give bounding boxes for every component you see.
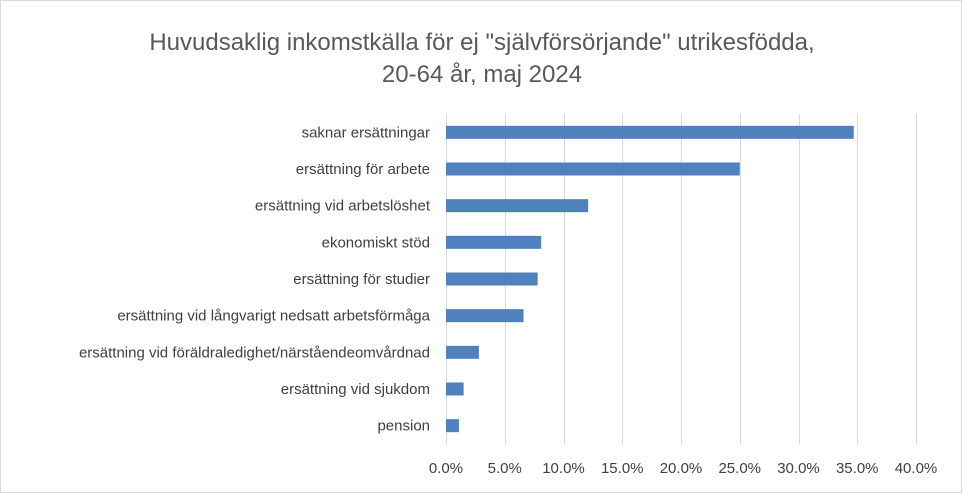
x-tick-label-4: 20.0% [660, 460, 703, 477]
category-label-1: ersättning för arbete [296, 161, 430, 178]
category-label-0: saknar ersättningar [302, 124, 430, 141]
category-label-8: pension [377, 418, 430, 435]
bar-6 [446, 345, 479, 359]
bar-3 [446, 235, 542, 249]
category-label-4: ersättning för studier [293, 271, 430, 288]
category-label-7: ersättning vid sjukdom [281, 381, 430, 398]
category-label-5: ersättning vid långvarigt nedsatt arbets… [117, 308, 430, 325]
category-label-2: ersättning vid arbetslöshet [255, 198, 431, 215]
x-tick-label-5: 25.0% [718, 460, 761, 477]
x-tick-label-2: 10.0% [542, 460, 585, 477]
x-tick-label-0: 0.0% [429, 460, 463, 477]
chart-title: Huvudsaklig inkomstkälla för ej "självfö… [149, 29, 814, 88]
category-axis-labels: saknar ersättningar ersättning för arbete… [79, 124, 431, 434]
chart-title-line-1: Huvudsaklig inkomstkälla för ej "självfö… [149, 29, 814, 56]
bar-4 [446, 272, 538, 286]
value-axis-labels: 0.0% 5.0% 10.0% 15.0% 20.0% 25.0% 30.0% 35.0% 40… [429, 460, 937, 477]
bar-2 [446, 199, 589, 213]
bar-1 [446, 162, 740, 176]
chart-title-line-2: 20-64 år, maj 2024 [382, 61, 582, 88]
x-tick-label-1: 5.0% [488, 460, 522, 477]
bar-8 [446, 419, 459, 433]
bar-0 [446, 125, 854, 139]
bar-7 [446, 382, 464, 396]
x-tick-label-7: 35.0% [836, 460, 879, 477]
x-tick-label-3: 15.0% [601, 460, 644, 477]
x-tick-label-8: 40.0% [895, 460, 938, 477]
category-label-3: ekonomiskt stöd [322, 234, 430, 251]
bars [446, 125, 854, 433]
bar-5 [446, 309, 524, 323]
category-label-6: ersättning vid föräldraledighet/närståen… [79, 344, 430, 361]
x-tick-label-6: 30.0% [777, 460, 820, 477]
